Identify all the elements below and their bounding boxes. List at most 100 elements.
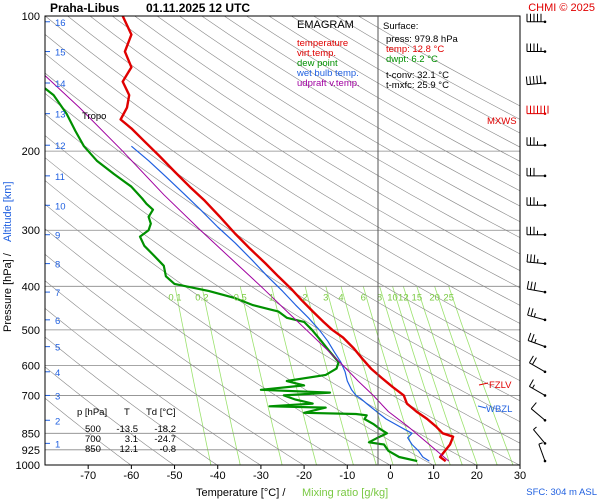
mixing-ratio-label: 3 — [323, 292, 328, 303]
dry-adiabat — [45, 72, 520, 382]
barb-flag — [530, 402, 537, 410]
dry-adiabat — [45, 92, 520, 402]
wind-barb — [538, 442, 547, 463]
series-temperature — [119, 16, 455, 463]
barb-station — [543, 394, 547, 397]
table-cell: -24.7 — [154, 434, 176, 445]
barb-half-flag — [538, 442, 543, 445]
series-udpraft-v-temp- — [45, 74, 450, 462]
legend-title: EMAGRAM — [297, 19, 354, 31]
table-cell: 3.1 — [125, 434, 138, 445]
altitude-label: 8 — [55, 260, 60, 271]
barb-shaft — [533, 429, 546, 444]
wind-barb — [526, 43, 547, 53]
surface-tmxfc: t-mxfc: 25.9 °C — [386, 80, 449, 91]
profile-series — [45, 16, 455, 463]
barb-shaft — [529, 386, 546, 396]
barb-half-flag — [533, 426, 537, 430]
pressure-tick-label: 100 — [22, 11, 40, 23]
x-tick-label: -40 — [210, 470, 226, 482]
fzlv-marker — [478, 382, 489, 386]
barb-shaft — [527, 340, 546, 348]
mixing-ratio-label: 10 — [387, 292, 398, 303]
wind-barb — [526, 254, 547, 265]
dry-adiabat — [134, 16, 520, 255]
dry-adiabat — [112, 16, 520, 271]
barb-station — [543, 143, 547, 147]
mixing-ratio-line — [174, 286, 212, 465]
legend-virt-temp: virt.temp. — [297, 48, 336, 59]
fzlv-label: FZLV — [489, 380, 512, 391]
x-tick-label: -10 — [339, 470, 355, 482]
dry-adiabat — [45, 53, 520, 362]
station-title: Praha-Libus — [50, 1, 120, 15]
barb-shaft — [527, 82, 546, 86]
barb-shaft — [527, 261, 546, 265]
pressure-tick-label: 500 — [22, 325, 40, 337]
barb-station — [543, 233, 547, 237]
dry-adiabat — [45, 16, 520, 324]
barb-station — [543, 20, 547, 24]
barb-flag — [539, 75, 542, 84]
table-header-p: p [hPa] — [77, 407, 107, 418]
altitude-label: 6 — [55, 316, 60, 327]
barb-flag — [533, 282, 537, 291]
mixing-ratio-label: 8 — [377, 292, 382, 303]
pressure-tick-label: 200 — [22, 146, 40, 158]
wbzl-label: WBZL — [486, 404, 512, 415]
mixing-ratio-label: 25 — [443, 292, 454, 303]
altitude-label: 14 — [55, 79, 66, 90]
surface-press: press: 979.8 hPa — [386, 34, 459, 45]
copyright: CHMI © 2025 — [528, 2, 595, 14]
wind-barb — [528, 355, 547, 374]
mxws-label: MXWS — [487, 116, 517, 127]
mixing-ratio-label: 4 — [338, 292, 343, 303]
mixing-ratio-label: 20 — [429, 292, 440, 303]
tropo-label: Tropo — [82, 111, 106, 122]
wind-barb — [530, 402, 547, 422]
x-tick-label: 20 — [471, 470, 483, 482]
dry-adiabat — [45, 253, 347, 465]
surface-tconv: t-conv: 32.1 °C — [386, 70, 449, 81]
barb-flag — [533, 254, 536, 263]
sfc-label: SFC: 304 m ASL — [526, 487, 597, 498]
barb-flag — [526, 280, 530, 290]
wind-barb — [526, 226, 547, 237]
barb-flag — [532, 357, 537, 365]
pressure-tick-label: 1000 — [16, 460, 40, 472]
wind-barb — [526, 280, 547, 294]
series-dew-point — [45, 86, 418, 463]
barb-flag — [530, 333, 535, 342]
pressure-tick-label: 700 — [22, 390, 40, 402]
mixing-ratio-label: 0.2 — [195, 292, 208, 303]
barb-flag — [527, 307, 531, 316]
dry-adiabat — [156, 16, 520, 238]
barb-station — [543, 370, 547, 374]
table-cell: -0.8 — [160, 444, 176, 455]
x-tick-label: 10 — [428, 470, 440, 482]
mixing-ratio-label: 0.5 — [234, 292, 247, 303]
dry-adiabat — [45, 33, 520, 343]
barb-station — [543, 174, 547, 178]
mixing-ratio-line — [448, 286, 514, 465]
mixing-ratio-label: 6 — [361, 292, 366, 303]
altitude-label: 7 — [55, 288, 60, 299]
pressure-tick-label: 925 — [22, 445, 40, 457]
barb-station — [543, 50, 547, 53]
barb-flag — [527, 332, 532, 341]
y-axis-title-altitude: Altitude [km] — [2, 181, 14, 242]
altitude-label: 4 — [55, 368, 60, 379]
x-tick-label: -50 — [167, 470, 183, 482]
series-wet-bulb-temp- — [131, 145, 430, 462]
barb-station — [543, 442, 547, 445]
mixing-ratio-label: 12 — [398, 292, 409, 303]
barb-shaft — [529, 362, 546, 373]
wind-barb — [526, 197, 547, 207]
barb-station — [543, 345, 547, 348]
pressure-tick-label: 850 — [22, 428, 40, 440]
y-axis-title: Pressure [hPa] / — [2, 252, 14, 332]
